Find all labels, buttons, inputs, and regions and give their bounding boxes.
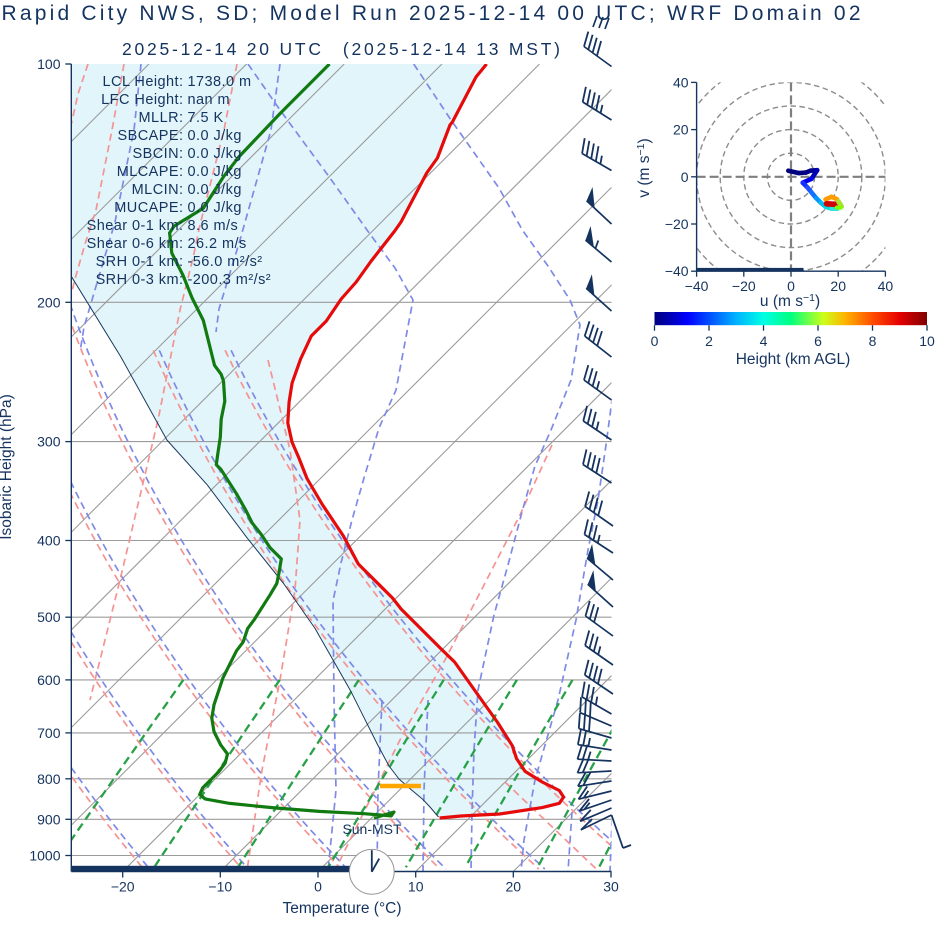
svg-text:20: 20 — [673, 122, 689, 138]
svg-text:Height (km AGL): Height (km AGL) — [736, 351, 851, 368]
svg-text:−10: −10 — [208, 879, 232, 895]
svg-text:0.0 J/kg: 0.0 J/kg — [188, 128, 242, 144]
svg-text:0: 0 — [787, 278, 795, 294]
svg-text:6: 6 — [814, 333, 822, 349]
svg-text:10: 10 — [408, 879, 424, 895]
svg-text:Isobaric Height (hPa): Isobaric Height (hPa) — [0, 394, 15, 540]
svg-text:−20: −20 — [732, 278, 756, 294]
svg-text:SBCIN:: SBCIN: — [132, 146, 183, 162]
svg-text:−40: −40 — [665, 263, 689, 279]
svg-text:SRH 0-3 km:: SRH 0-3 km: — [96, 272, 184, 288]
svg-text:8.6 m/s: 8.6 m/s — [188, 218, 239, 234]
svg-text:100: 100 — [37, 56, 61, 72]
svg-text:7.5 K: 7.5 K — [188, 110, 224, 126]
svg-text:0.0 J/kg: 0.0 J/kg — [188, 146, 242, 162]
svg-text:MLLR:: MLLR: — [139, 110, 184, 126]
svg-text:nan m: nan m — [188, 92, 231, 108]
svg-text:0: 0 — [651, 333, 659, 349]
svg-text:700: 700 — [37, 725, 61, 741]
svg-text:20: 20 — [506, 879, 522, 895]
svg-text:400: 400 — [37, 533, 61, 549]
svg-text:10: 10 — [919, 333, 935, 349]
svg-text:Shear 0-1 km:: Shear 0-1 km: — [87, 218, 184, 234]
svg-text:LFC Height:: LFC Height: — [101, 92, 183, 108]
svg-text:−20: −20 — [665, 216, 689, 232]
svg-text:0.0 J/kg: 0.0 J/kg — [188, 200, 242, 216]
svg-text:0.0 J/kg: 0.0 J/kg — [188, 164, 242, 180]
svg-text:MLCAPE:: MLCAPE: — [117, 164, 184, 180]
svg-text:MUCAPE:: MUCAPE: — [114, 200, 183, 216]
svg-text:−20: −20 — [111, 879, 135, 895]
svg-text:0.0 J/kg: 0.0 J/kg — [188, 182, 242, 198]
svg-text:500: 500 — [37, 609, 61, 625]
svg-text:LCL Height:: LCL Height: — [103, 74, 184, 90]
svg-text:2: 2 — [705, 333, 713, 349]
svg-text:Sun-MST: Sun-MST — [342, 821, 402, 837]
svg-text:-56.0 m²/s²: -56.0 m²/s² — [188, 254, 263, 270]
svg-text:−40: −40 — [685, 278, 709, 294]
svg-text:1000: 1000 — [29, 848, 60, 864]
svg-text:26.2 m/s: 26.2 m/s — [188, 236, 247, 252]
svg-text:30: 30 — [603, 879, 619, 895]
svg-text:SBCAPE:: SBCAPE: — [117, 128, 183, 144]
svg-text:40: 40 — [878, 278, 894, 294]
svg-text:900: 900 — [37, 811, 61, 827]
svg-text:4: 4 — [760, 333, 768, 349]
svg-text:SRH 0-1 km:: SRH 0-1 km: — [96, 254, 184, 270]
svg-text:1738.0 m: 1738.0 m — [188, 74, 252, 90]
svg-text:20: 20 — [830, 278, 846, 294]
svg-text:-200.3 m²/s²: -200.3 m²/s² — [188, 272, 272, 288]
svg-text:40: 40 — [673, 74, 689, 90]
svg-text:MLCIN:: MLCIN: — [132, 182, 184, 198]
svg-text:0: 0 — [681, 169, 689, 185]
svg-text:8: 8 — [869, 333, 877, 349]
svg-text:600: 600 — [37, 672, 61, 688]
svg-text:200: 200 — [37, 294, 61, 310]
svg-text:Temperature (°C): Temperature (°C) — [282, 900, 401, 917]
svg-text:0: 0 — [314, 879, 322, 895]
svg-text:Shear 0-6 km:: Shear 0-6 km: — [87, 236, 184, 252]
svg-text:300: 300 — [37, 434, 61, 450]
svg-text:800: 800 — [37, 771, 61, 787]
